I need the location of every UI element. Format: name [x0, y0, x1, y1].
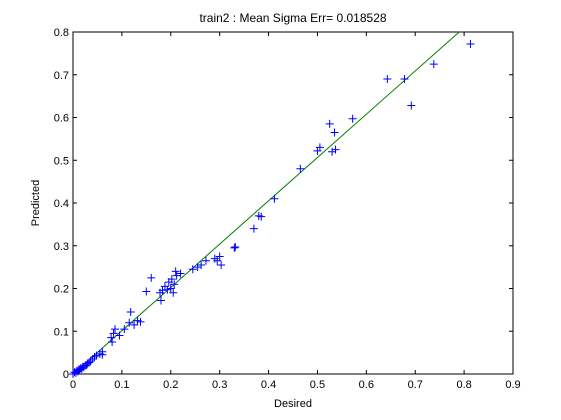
data-point — [383, 75, 392, 84]
data-point — [88, 355, 97, 364]
data-point — [188, 265, 197, 274]
data-point — [157, 296, 165, 305]
data-point — [172, 271, 181, 280]
data-point — [92, 351, 101, 360]
data-point — [85, 358, 94, 367]
data-point — [167, 275, 176, 284]
x-tick-label: 0.2 — [163, 379, 178, 391]
data-point — [217, 260, 226, 269]
data-point — [330, 128, 339, 137]
data-point — [90, 352, 99, 361]
data-point — [466, 39, 475, 48]
data-point — [400, 75, 409, 84]
x-axis-label: Desired — [274, 398, 312, 410]
data-point — [325, 119, 334, 128]
plot-area — [72, 31, 514, 375]
data-point — [126, 308, 135, 317]
x-tick-label: 0.9 — [505, 379, 520, 391]
data-point — [213, 256, 222, 265]
data-point — [136, 317, 145, 326]
y-tick-label: 0.4 — [54, 198, 69, 210]
chart-title: train2 : Mean Sigma Err= 0.018528 — [199, 11, 386, 25]
data-point — [166, 284, 175, 293]
data-point — [147, 273, 156, 282]
data-point — [109, 329, 118, 338]
data-point — [125, 318, 134, 327]
data-point — [407, 101, 416, 110]
data-point — [108, 337, 117, 346]
data-point — [315, 143, 324, 152]
x-tick-label: 0.7 — [408, 379, 423, 391]
data-point — [257, 212, 266, 221]
data-point — [193, 263, 202, 272]
data-point — [169, 288, 178, 297]
data-point — [163, 285, 172, 294]
x-axis-ticks: 0 0.1 0.2 0.3 0.4 0.5 0.6 0.7 0.8 0.9 — [70, 32, 521, 391]
data-point — [215, 252, 224, 261]
data-point — [171, 267, 180, 276]
data-point — [230, 243, 239, 252]
data-point — [429, 60, 438, 69]
data-point — [130, 320, 139, 329]
y-tick-label: 0.6 — [54, 113, 69, 125]
data-point — [98, 350, 107, 359]
data-point — [77, 364, 86, 373]
y-tick-label: 0.1 — [54, 326, 69, 338]
data-point — [331, 145, 340, 154]
data-point — [120, 325, 129, 334]
data-point — [249, 224, 258, 233]
x-tick-label: 0.1 — [114, 379, 129, 391]
data-point — [86, 357, 95, 366]
x-tick-label: 0.6 — [359, 379, 374, 391]
y-tick-label: 0 — [63, 369, 69, 381]
data-point — [231, 243, 240, 252]
x-tick-label: 0.4 — [261, 379, 276, 391]
data-point — [270, 194, 279, 203]
x-tick-label: 0.8 — [456, 379, 471, 391]
y-tick-label: 0.7 — [54, 70, 69, 82]
data-point — [142, 287, 151, 296]
data-point — [348, 114, 357, 123]
data-point — [197, 260, 206, 269]
data-point — [107, 333, 116, 342]
y-axis-label: Predicted — [30, 180, 42, 226]
x-tick-label: 0 — [70, 379, 76, 391]
x-tick-label: 0.5 — [310, 379, 325, 391]
y-tick-label: 0.2 — [54, 284, 69, 296]
data-point — [170, 280, 179, 289]
data-point — [111, 325, 120, 334]
data-point — [176, 269, 185, 278]
x-tick-label: 0.3 — [212, 379, 227, 391]
data-point — [201, 256, 210, 265]
y-tick-label: 0.5 — [54, 155, 69, 167]
data-point — [115, 331, 124, 340]
data-points — [69, 39, 475, 378]
y-tick-label: 0.3 — [54, 241, 69, 253]
data-point — [328, 147, 337, 156]
data-point — [296, 164, 305, 173]
y-tick-label: 0.8 — [54, 27, 69, 39]
